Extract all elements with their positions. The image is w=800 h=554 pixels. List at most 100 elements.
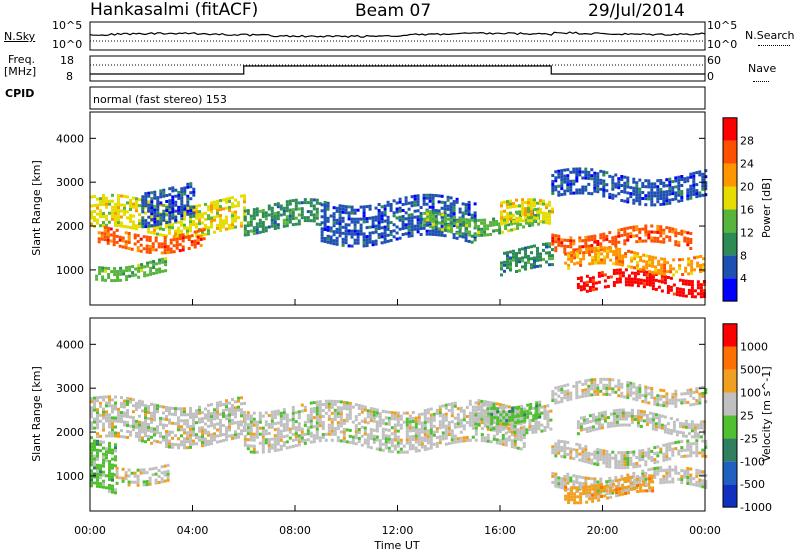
power-cell bbox=[428, 232, 432, 236]
power-cell bbox=[255, 210, 259, 214]
power-cell bbox=[591, 279, 595, 283]
power-cell bbox=[596, 190, 600, 194]
power-cell bbox=[161, 257, 165, 261]
power-cell bbox=[689, 232, 693, 235]
velocity-cell bbox=[609, 489, 613, 493]
velocity-cell bbox=[620, 451, 624, 455]
power-cell bbox=[228, 208, 231, 212]
velocity-cell bbox=[210, 436, 213, 440]
power-cell bbox=[572, 251, 576, 255]
power-cell bbox=[146, 273, 150, 277]
power-cell bbox=[692, 180, 696, 184]
power-cell bbox=[249, 223, 253, 227]
velocity-cell bbox=[127, 480, 131, 484]
velocity-cell bbox=[513, 436, 517, 440]
power-cell bbox=[158, 258, 162, 262]
power-cell bbox=[401, 215, 405, 218]
velocity-cell bbox=[117, 416, 120, 420]
velocity-cell bbox=[566, 398, 570, 402]
velocity-cell bbox=[237, 426, 240, 430]
power-cell bbox=[153, 214, 157, 218]
power-cell bbox=[383, 219, 387, 223]
velocity-cell bbox=[96, 466, 99, 470]
velocity-cell bbox=[465, 406, 469, 409]
velocity-cell bbox=[672, 423, 676, 427]
power-cell bbox=[614, 182, 618, 186]
power-cell bbox=[213, 200, 216, 204]
power-cell bbox=[147, 191, 151, 195]
power-cell bbox=[147, 194, 151, 198]
power-cell bbox=[669, 264, 673, 268]
velocity-cell bbox=[321, 415, 325, 418]
velocity-cell bbox=[174, 434, 177, 438]
power-cell bbox=[591, 258, 595, 262]
velocity-cell bbox=[645, 489, 649, 493]
power-cell bbox=[464, 236, 468, 240]
power-cell bbox=[621, 254, 625, 258]
velocity-cell bbox=[549, 427, 553, 431]
velocity-cell bbox=[306, 438, 310, 442]
velocity-cell bbox=[492, 421, 496, 424]
power-cell bbox=[413, 209, 417, 213]
power-cell bbox=[464, 233, 468, 237]
velocity-cell bbox=[189, 427, 192, 431]
velocity-cell bbox=[133, 480, 137, 484]
velocity-cell bbox=[150, 402, 153, 406]
velocity-cell bbox=[618, 490, 622, 494]
power-cell bbox=[146, 261, 150, 265]
velocity-cell bbox=[414, 416, 418, 420]
velocity-cell bbox=[648, 489, 652, 493]
velocity-cell bbox=[627, 488, 631, 492]
velocity-cell bbox=[165, 409, 168, 412]
velocity-cell bbox=[471, 405, 475, 409]
power-cell bbox=[410, 234, 414, 238]
power-ytick-label: 2000 bbox=[56, 220, 84, 233]
power-cell bbox=[678, 278, 682, 282]
power-cell bbox=[569, 182, 573, 186]
velocity-cell bbox=[689, 473, 693, 477]
velocity-cell bbox=[567, 492, 571, 495]
power-cell bbox=[300, 201, 304, 205]
velocity-cell bbox=[231, 421, 234, 425]
velocity-cell bbox=[474, 429, 478, 433]
velocity-cell bbox=[363, 429, 367, 433]
velocity-cell bbox=[318, 400, 322, 404]
velocity-cell bbox=[297, 440, 301, 444]
power-cell bbox=[545, 218, 548, 222]
velocity-cell bbox=[387, 410, 391, 414]
power-cell bbox=[410, 222, 414, 226]
power-cell bbox=[642, 268, 646, 272]
power-cell bbox=[219, 214, 222, 218]
velocity-cell bbox=[566, 440, 570, 444]
velocity-cell bbox=[108, 477, 111, 481]
power-cell bbox=[123, 224, 126, 228]
velocity-cell bbox=[684, 419, 688, 423]
power-cell bbox=[590, 235, 594, 239]
velocity-cell bbox=[357, 407, 361, 410]
power-cell bbox=[168, 202, 172, 206]
power-cell bbox=[338, 222, 342, 226]
power-cell bbox=[106, 232, 110, 236]
velocity-cell bbox=[123, 405, 126, 409]
power-cell bbox=[356, 229, 360, 233]
power-cell bbox=[590, 250, 594, 254]
velocity-cell bbox=[111, 416, 114, 420]
power-cell bbox=[533, 244, 536, 248]
velocity-cell bbox=[487, 412, 491, 416]
power-cell bbox=[429, 210, 433, 214]
power-cell bbox=[329, 241, 333, 245]
velocity-cell bbox=[318, 418, 322, 422]
power-cell bbox=[587, 176, 591, 180]
power-cell bbox=[467, 203, 471, 207]
power-cell bbox=[93, 210, 96, 213]
velocity-cell bbox=[662, 443, 666, 447]
velocity-cell bbox=[557, 445, 561, 449]
power-cell bbox=[145, 235, 149, 239]
power-cell bbox=[483, 233, 487, 237]
velocity-cell bbox=[111, 404, 114, 408]
velocity-cell bbox=[126, 409, 129, 412]
power-cell bbox=[252, 208, 256, 212]
power-cell bbox=[371, 222, 375, 226]
power-cell bbox=[459, 226, 463, 230]
velocity-cell bbox=[653, 452, 657, 456]
